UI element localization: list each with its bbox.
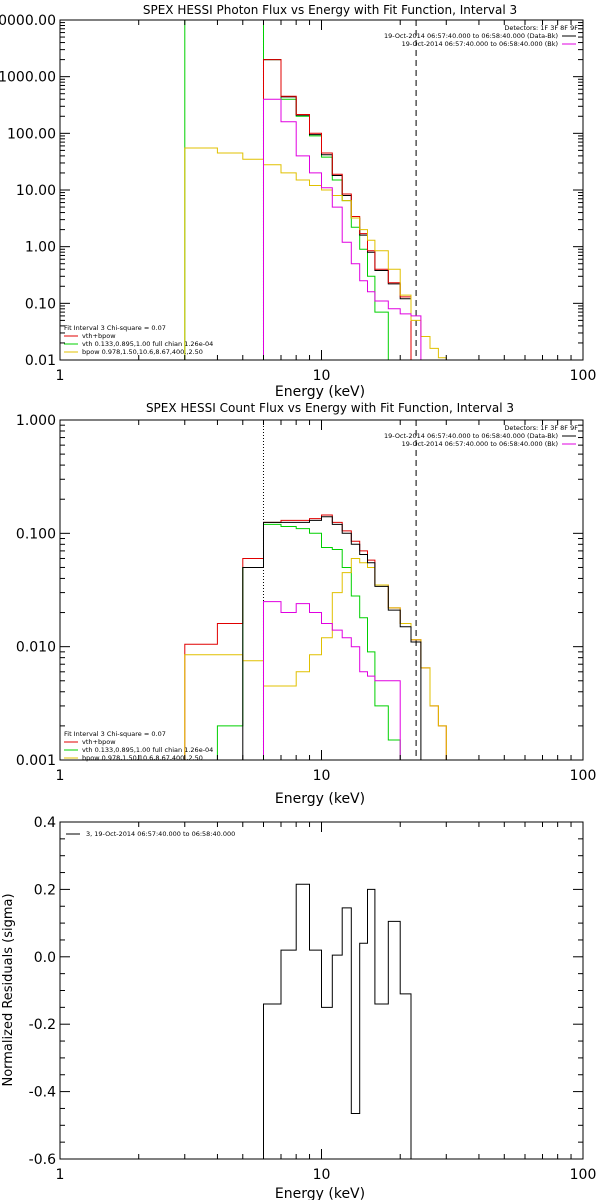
count-flux-interval-data: 19-Oct-2014 06:57:40.000 to 06:58:40.000… [384,432,558,440]
count-flux-fit-bpow-label: bpow 0.978,1.50,10.6,8.67,400.,2.50 [82,754,203,762]
ytick-label-3: 10.00 [16,183,56,199]
photon-flux-fit-legend: Fit Interval 3 Chi-square = 0.07 vth+bpo… [64,324,213,356]
ytick-label-4: 0.2 [34,882,56,898]
residuals-xlabel: Energy (keV) [275,1186,365,1200]
residuals-ylabel: Normalized Residuals (sigma) [1,893,16,1086]
series-fit_sum-line [263,59,412,360]
series-group-0 [184,20,447,360]
xtick-label-1: 10 [313,768,331,784]
ytick-label-6: 0000.00 [0,13,56,29]
photon-flux-fit-vth-label: vth 0.133,0.895,1.00 full chian 1.26e-04 [82,340,213,348]
xtick-label-0: 1 [56,368,65,384]
xtick-label-2: 100 [570,368,597,384]
count-flux-panel: SPEX HESSI Count Flux vs Energy with Fit… [16,401,596,807]
ytick-label-0: 0.001 [16,753,56,769]
ytick-label-3: 1.000 [16,413,56,429]
ytick-label-2: 0.100 [16,526,56,542]
count-flux-plot-area [184,420,447,760]
ytick-label-0: 0.01 [25,353,56,369]
photon-flux-detectors: Detectors: 1F 3F 8F 9F [504,24,578,32]
count-flux-fit-vth-label: vth 0.133,0.895,1.00 full chian 1.26e-04 [82,746,213,754]
photon-flux-axes: 0.01 0.10 1.00 10.00 100.00 1000.00 0000.00 1 10… [0,13,596,384]
count-flux-fit-title: Fit Interval 3 Chi-square = 0.07 [64,730,166,738]
ytick-label-1: -0.4 [29,1085,56,1101]
photon-flux-plot-area [184,20,447,360]
ytick-label-2: -0.2 [29,1017,56,1033]
photon-flux-fit-bpow-label: bpow 0.978,1.50,10.6,8.67,400.,2.50 [82,348,203,356]
residuals-legend-label: 3, 19-Oct-2014 06:57:40.000 to 06:58:40.… [86,830,235,838]
ytick-label-1: 0.10 [25,296,56,312]
xtick-label-2: 100 [570,768,597,784]
ytick-label-5: 0.4 [34,815,56,831]
photon-flux-interval-data: 19-Oct-2014 06:57:40.000 to 06:58:40.000… [384,32,558,40]
count-flux-info: Detectors: 1F 3F 8F 9F 19-Oct-2014 06:57… [384,424,578,448]
xtick-label-0: 1 [56,768,65,784]
count-flux-title: SPEX HESSI Count Flux vs Energy with Fit… [146,401,514,415]
ytick-label-3: 0.0 [34,950,56,966]
ytick-label-4: 100.00 [7,126,56,142]
series-group-2 [263,883,417,1159]
photon-flux-fit-sum-label: vth+bpow [82,332,116,340]
xtick-label-1: 10 [313,368,331,384]
ytick-label-5: 1000.00 [0,70,56,86]
xtick-label-1: 10 [313,1167,331,1183]
count-flux-fit-legend: Fit Interval 3 Chi-square = 0.07 vth+bpo… [64,730,213,762]
series-total-line [263,883,417,1159]
count-flux-interval-bk: 19-Oct-2014 06:57:40.000 to 06:58:40.000… [402,440,558,448]
series-bk-line [263,98,422,360]
count-flux-axes: 0.001 0.010 0.100 1.000 1 10 100 [16,413,596,784]
count-flux-xlabel: Energy (keV) [275,791,365,807]
photon-flux-fit-title: Fit Interval 3 Chi-square = 0.07 [64,324,166,332]
photon-flux-interval-bk: 19-Oct-2014 06:57:40.000 to 06:58:40.000… [402,40,558,48]
ytick-label-2: 1.00 [25,240,56,256]
series-total-line [242,516,422,760]
xtick-label-2: 100 [570,1167,597,1183]
count-flux-fit-sum-label: vth+bpow [82,738,116,746]
photon-flux-info: Detectors: 1F 3F 8F 9F 19-Oct-2014 06:57… [384,24,578,48]
photon-flux-panel: SPEX HESSI Photon Flux vs Energy with Fi… [0,3,596,400]
photon-flux-title: SPEX HESSI Photon Flux vs Energy with Fi… [143,3,517,17]
residuals-plot-area [263,883,417,1159]
residuals-panel: -0.6 -0.4 -0.2 0.0 0.2 0.4 1 10 100 Energy (keV)… [1,815,596,1200]
xtick-label-0: 1 [56,1167,65,1183]
series-bk-line [263,601,401,760]
ytick-label-1: 0.010 [16,640,56,656]
count-flux-detectors: Detectors: 1F 3F 8F 9F [504,424,578,432]
ytick-label-0: -0.6 [29,1152,56,1168]
series-group-1 [184,420,447,760]
photon-flux-xlabel: Energy (keV) [275,384,365,400]
residuals-axes: -0.6 -0.4 -0.2 0.0 0.2 0.4 1 10 100 [29,815,597,1183]
